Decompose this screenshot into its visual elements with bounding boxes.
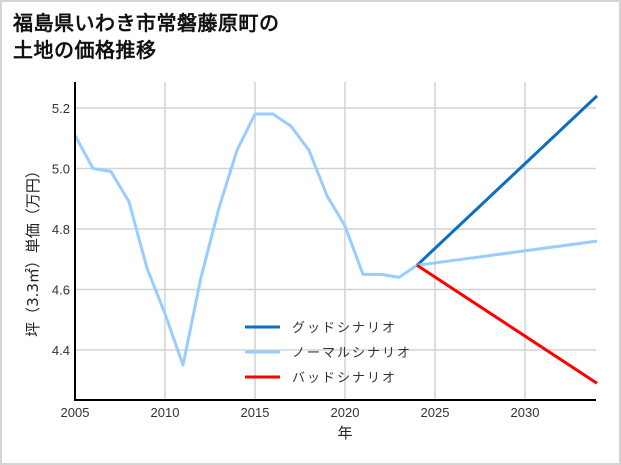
historical-line xyxy=(73,112,418,367)
legend-label: グッドシナリオ xyxy=(292,321,397,336)
scenario-line xyxy=(416,264,598,385)
gridlines xyxy=(75,82,596,400)
x-tick-label: 2020 xyxy=(331,405,360,420)
x-tick-label: 2005 xyxy=(61,405,90,420)
y-tick-label: 4.4 xyxy=(52,343,70,358)
x-tick-label: 2025 xyxy=(421,405,450,420)
scenario-line xyxy=(416,239,598,267)
x-axis-label: 年 xyxy=(337,424,352,442)
scenario-line xyxy=(415,94,599,267)
y-axis-label: 坪（3.3㎡）単価（万円） xyxy=(24,163,42,337)
tick-labels: 2005 2010 2015 2020 2025 2030 4.4 4.6 4.8 5.0 5.2 xyxy=(52,101,540,420)
chart-title-line1: 福島県いわき市常磐藤原町の xyxy=(13,11,280,35)
y-tick-label: 4.8 xyxy=(52,222,70,237)
axes xyxy=(74,82,596,401)
x-tick-label: 2010 xyxy=(151,405,180,420)
x-tick-label: 2015 xyxy=(241,405,270,420)
y-tick-label: 5.2 xyxy=(52,101,70,116)
chart-title-line2: 土地の価格推移 xyxy=(13,38,157,62)
legend-label: バッドシナリオ xyxy=(292,371,397,386)
x-tick-label: 2030 xyxy=(511,405,540,420)
y-tick-label: 5.0 xyxy=(52,162,70,177)
legend-label: ノーマルシナリオ xyxy=(292,346,412,361)
chart-title: 福島県いわき市常磐藤原町の 土地の価格推移 xyxy=(13,10,280,64)
data-lines xyxy=(73,94,599,385)
y-tick-label: 4.6 xyxy=(52,283,70,298)
